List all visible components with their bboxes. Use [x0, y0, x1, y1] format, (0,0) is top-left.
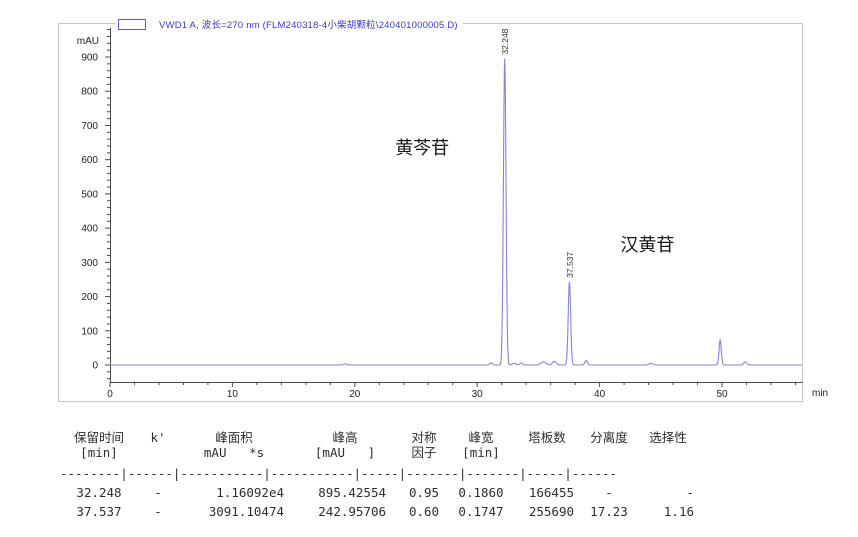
compound-annotation: 汉黄苷 [620, 234, 675, 256]
y-tick-label: 300 [81, 258, 98, 269]
col-kprime: k' [150, 430, 166, 445]
signal-legend: VWD1 A, 波长=270 nm (FLM240318-4小柴胡颗粒\2404… [116, 17, 463, 31]
resolution-value: 17.23 [590, 504, 628, 519]
x-tick-label: 30 [472, 389, 484, 400]
x-tick-label: 10 [227, 389, 239, 400]
x-tick-label: 40 [594, 389, 606, 400]
unit-peak-height: [mAU ] [314, 445, 376, 460]
kprime-value: - [154, 485, 162, 500]
rt-value: 37.537 [76, 504, 122, 519]
y-tick-label: 700 [81, 121, 98, 132]
signal-legend-label: VWD1 A, 波长=270 nm (FLM240318-4小柴胡颗粒\2404… [159, 20, 458, 31]
col-peak-height: 峰高 [332, 430, 358, 445]
plates-value: 255690 [528, 504, 574, 519]
rt-value: 32.248 [76, 485, 122, 500]
symmetry-value: 0.95 [408, 485, 440, 500]
compound-annotation: 黄芩苷 [395, 138, 450, 160]
plot-frame [58, 23, 803, 402]
peak-rt-label: 37.537 [565, 252, 575, 278]
col-retention-time: 保留时间 [73, 430, 124, 445]
y-tick-label: 100 [81, 326, 98, 337]
col-selectivity: 选择性 [649, 430, 687, 445]
table-separator: --------|------|-----------|-----------|… [60, 466, 617, 481]
width-value: 0.1860 [458, 485, 504, 500]
y-tick-label: 600 [81, 155, 98, 166]
table-header-row: 保留时间 k' 峰面积 峰高 对称 峰宽 塔板数 分离度 选择性 [60, 430, 780, 445]
col-peak-width: 峰宽 [468, 430, 494, 445]
chromatogram-curve [110, 58, 802, 366]
area-value: 3091.10474 [208, 504, 284, 519]
symmetry-value: 0.60 [408, 504, 440, 519]
peak-rt-label: 32.248 [500, 28, 510, 54]
table-row-peak1: 32.248 - 1.16092e4 895.42554 0.95 0.1860… [60, 485, 780, 500]
table-row-peak2: 37.537 - 3091.10474 242.95706 0.60 0.174… [60, 504, 780, 519]
table-unit-row: [min] mAU *s [mAU ] 因子 [min] [60, 445, 780, 460]
col-resolution: 分离度 [590, 430, 628, 445]
col-peak-area: 峰面积 [215, 430, 253, 445]
kprime-value: - [154, 504, 162, 519]
y-tick-label: 400 [81, 224, 98, 235]
y-tick-label: 900 [81, 53, 98, 64]
x-tick-label: 20 [349, 389, 361, 400]
y-tick-label: 200 [81, 292, 98, 303]
x-axis-unit-label: min [812, 388, 828, 399]
integration-table: 保留时间 k' 峰面积 峰高 对称 峰宽 塔板数 分离度 选择性 [min] m… [60, 430, 780, 519]
chromatogram-plot: 0 100 200 300 400 500 600 700 800 900 mAU 0 10 20 30 40… [58, 23, 828, 402]
col-plates: 塔板数 [528, 430, 566, 445]
y-tick-label: 500 [81, 189, 98, 200]
area-value: 1.16092e4 [216, 485, 284, 500]
resolution-value: - [605, 485, 613, 500]
plates-value: 166455 [528, 485, 574, 500]
x-tick-label: 0 [107, 389, 113, 400]
unit-symmetry: 因子 [411, 445, 437, 460]
y-tick-label: 800 [81, 87, 98, 98]
unit-retention-time: [min] [80, 445, 118, 460]
signal-checkbox[interactable] [118, 18, 146, 30]
col-symmetry: 对称 [411, 430, 437, 445]
unit-peak-area: mAU *s [203, 445, 265, 460]
selectivity-value: - [686, 485, 694, 500]
unit-peak-width: [min] [462, 445, 500, 460]
width-value: 0.1747 [458, 504, 504, 519]
y-axis-unit-label: mAU [77, 36, 99, 47]
selectivity-value: 1.16 [663, 504, 694, 519]
height-value: 895.42554 [318, 485, 386, 500]
y-tick-label: 0 [92, 361, 98, 372]
height-value: 242.95706 [318, 504, 386, 519]
x-tick-label: 50 [716, 389, 728, 400]
